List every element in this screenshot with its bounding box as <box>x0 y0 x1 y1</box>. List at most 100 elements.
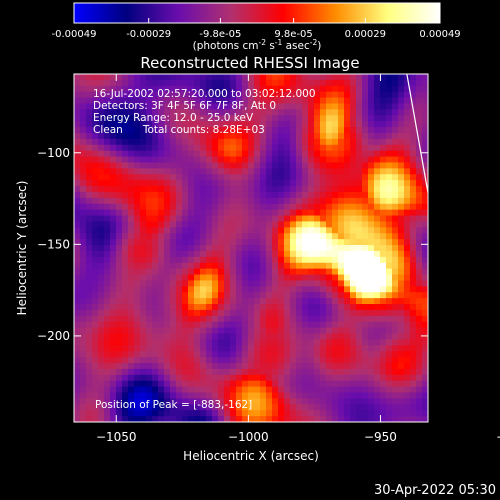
heatmap-cell <box>266 327 273 334</box>
heatmap-cell <box>380 380 387 388</box>
heatmap-cell <box>170 398 177 405</box>
heatmap-cell <box>128 97 135 104</box>
heatmap-cell <box>278 286 285 293</box>
heatmap-cell <box>110 333 117 340</box>
heatmap-cell <box>260 357 267 364</box>
heatmap-cell <box>284 380 291 388</box>
heatmap-cell <box>170 209 177 216</box>
heatmap-cell <box>278 186 285 193</box>
heatmap-cell <box>314 215 321 222</box>
heatmap-cell <box>122 374 129 382</box>
heatmap-cell <box>152 239 159 246</box>
heatmap-cell <box>98 103 105 110</box>
heatmap-cell <box>74 256 81 264</box>
heatmap-cell <box>320 162 327 169</box>
heatmap-cell <box>350 380 357 388</box>
heatmap-cell <box>398 156 405 163</box>
heatmap-cell <box>308 91 315 98</box>
heatmap-cell <box>356 138 363 146</box>
heatmap-cell <box>404 327 411 334</box>
heatmap-cell <box>290 380 297 388</box>
heatmap-cell <box>296 333 303 340</box>
heatmap-cell <box>188 386 195 393</box>
heatmap-cell <box>74 150 81 157</box>
heatmap-cell <box>356 392 363 399</box>
heatmap-cell <box>272 357 279 364</box>
heatmap-cell <box>404 162 411 169</box>
heatmap-cell <box>278 398 285 405</box>
heatmap-cell <box>134 215 141 222</box>
heatmap-cell <box>254 209 261 216</box>
heatmap-cell <box>176 304 183 311</box>
heatmap-cell <box>410 197 417 205</box>
heatmap-cell <box>386 180 393 187</box>
heatmap-cell <box>386 132 393 140</box>
heatmap-cell <box>266 280 273 287</box>
heatmap-cell <box>206 386 213 393</box>
heatmap-cell <box>74 333 81 340</box>
heatmap-cell <box>266 274 273 281</box>
heatmap-cell <box>74 227 81 234</box>
heatmap-cell <box>146 103 153 110</box>
heatmap-cell <box>344 156 351 163</box>
heatmap-cell <box>170 197 177 205</box>
heatmap-cell <box>254 292 261 299</box>
heatmap-cell <box>218 368 225 376</box>
heatmap-cell <box>410 345 417 352</box>
heatmap-cell <box>416 233 423 240</box>
heatmap-cell <box>398 262 405 270</box>
heatmap-cell <box>242 186 249 193</box>
heatmap-cell <box>386 392 393 399</box>
heatmap-cell <box>404 274 411 281</box>
heatmap-cell <box>272 162 279 169</box>
heatmap-cell <box>266 363 273 370</box>
heatmap-cell <box>164 416 171 422</box>
heatmap-cell <box>422 256 428 264</box>
heatmap-cell <box>128 304 135 311</box>
heatmap-cell <box>362 180 369 187</box>
heatmap-cell <box>86 239 93 246</box>
heatmap-cell <box>176 345 183 352</box>
heatmap-cell <box>296 197 303 205</box>
heatmap-cell <box>164 368 171 376</box>
heatmap-cell <box>188 85 195 93</box>
heatmap-cell <box>278 333 285 340</box>
heatmap-cell <box>92 333 99 340</box>
heatmap-cell <box>266 156 273 163</box>
heatmap-cell <box>398 221 405 228</box>
heatmap-cell <box>290 156 297 163</box>
heatmap-cell <box>338 351 345 358</box>
heatmap-cell <box>290 115 297 122</box>
heatmap-cell <box>284 85 291 93</box>
heatmap-cell <box>194 85 201 93</box>
heatmap-cell <box>380 79 387 87</box>
heatmap-cell <box>158 203 165 211</box>
heatmap-cell <box>92 79 99 87</box>
heatmap-cell <box>146 262 153 270</box>
heatmap-cell <box>350 79 357 87</box>
heatmap-cell <box>290 197 297 205</box>
heatmap-cell <box>104 345 111 352</box>
heatmap-cell <box>338 91 345 98</box>
heatmap-cell <box>128 368 135 376</box>
heatmap-cell <box>152 203 159 211</box>
heatmap-cell <box>278 262 285 270</box>
heatmap-cell <box>110 209 117 216</box>
heatmap-cell <box>122 74 129 81</box>
heatmap-cell <box>224 404 231 411</box>
heatmap-cell <box>188 292 195 299</box>
heatmap-cell <box>176 121 183 128</box>
heatmap-cell <box>362 85 369 93</box>
heatmap-cell <box>254 392 261 399</box>
heatmap-cell <box>128 109 135 116</box>
heatmap-cell <box>338 197 345 205</box>
heatmap-cell <box>80 103 87 110</box>
heatmap-cell <box>116 309 123 317</box>
heatmap-cell <box>116 286 123 293</box>
heatmap-cell <box>338 315 345 323</box>
heatmap-cell <box>284 309 291 317</box>
heatmap-cell <box>314 227 321 234</box>
heatmap-cell <box>188 115 195 122</box>
heatmap-cell <box>326 215 333 222</box>
heatmap-cell <box>398 410 405 417</box>
